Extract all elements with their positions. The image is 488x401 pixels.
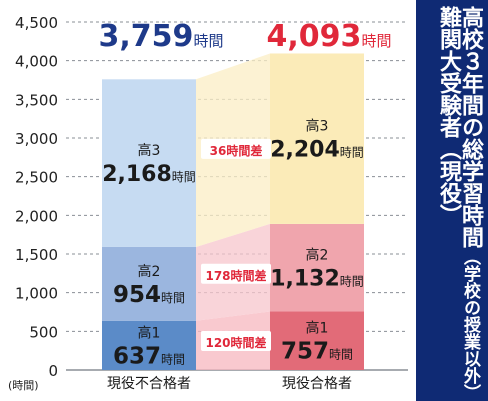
y-tick-label: 4,000 [15, 53, 58, 71]
y-tick-label: 2,000 [15, 207, 58, 225]
segment-name-label: 高3 [306, 118, 329, 135]
bar-segment [102, 246, 196, 321]
segment-value-label: 757時間 [281, 339, 353, 365]
side-title-line2: 高校３年間の総学習時間（学校の授業以外） [454, 6, 486, 401]
difference-label-bg [201, 331, 271, 352]
side-title-sub: （学校の授業以外） [460, 248, 480, 401]
bar-segment [102, 320, 196, 370]
stacked-bar-chart: 0 500 1,000 1,500 2,000 2,500 3,000 3,500 4,000 4… [8, 14, 408, 392]
bar-segment [270, 53, 364, 224]
y-axis-unit: (時間) [8, 379, 39, 392]
segment-value-label: 954時間 [113, 282, 185, 308]
difference-label: 36時間差 [210, 143, 263, 158]
total-label: 4,093時間 [267, 19, 392, 54]
y-tick-label: 4,500 [15, 14, 58, 32]
segment-value-label: 2,204時間 [270, 138, 364, 163]
segment-value-label: 637時間 [113, 343, 185, 369]
y-tick-label: 1,500 [15, 246, 58, 264]
y-tick-label: 0 [48, 362, 58, 380]
side-title-line1: 難関大受験者（現役） [436, 6, 461, 226]
side-title-panel [416, 0, 488, 401]
segment-name-label: 高2 [138, 263, 161, 280]
side-title-main: 高校３年間の総学習時間 [458, 6, 483, 248]
total-label: 3,759時間 [99, 19, 224, 54]
category-label: 現役合格者 [282, 376, 352, 392]
bar-segment [102, 79, 196, 247]
segment-name-label: 高1 [306, 320, 329, 337]
difference-label: 178時間差 [205, 268, 266, 283]
segment-name-label: 高1 [138, 324, 161, 341]
segment-name-label: 高2 [306, 247, 329, 264]
difference-label-bg [201, 138, 271, 159]
category-label: 現役不合格者 [107, 376, 191, 392]
bar-segment [270, 223, 364, 312]
y-tick-label: 1,000 [15, 285, 58, 303]
difference-label: 120時間差 [205, 335, 266, 350]
y-tick-label: 3,000 [15, 130, 58, 148]
difference-label-bg [201, 263, 271, 284]
segment-value-label: 2,168時間 [102, 162, 196, 187]
segment-name-label: 高3 [138, 142, 161, 159]
y-tick-label: 2,500 [15, 169, 58, 187]
bar-segment [270, 311, 364, 370]
y-tick-label: 3,500 [15, 91, 58, 109]
segment-value-label: 1,132時間 [270, 267, 364, 292]
y-tick-label: 500 [29, 323, 58, 341]
